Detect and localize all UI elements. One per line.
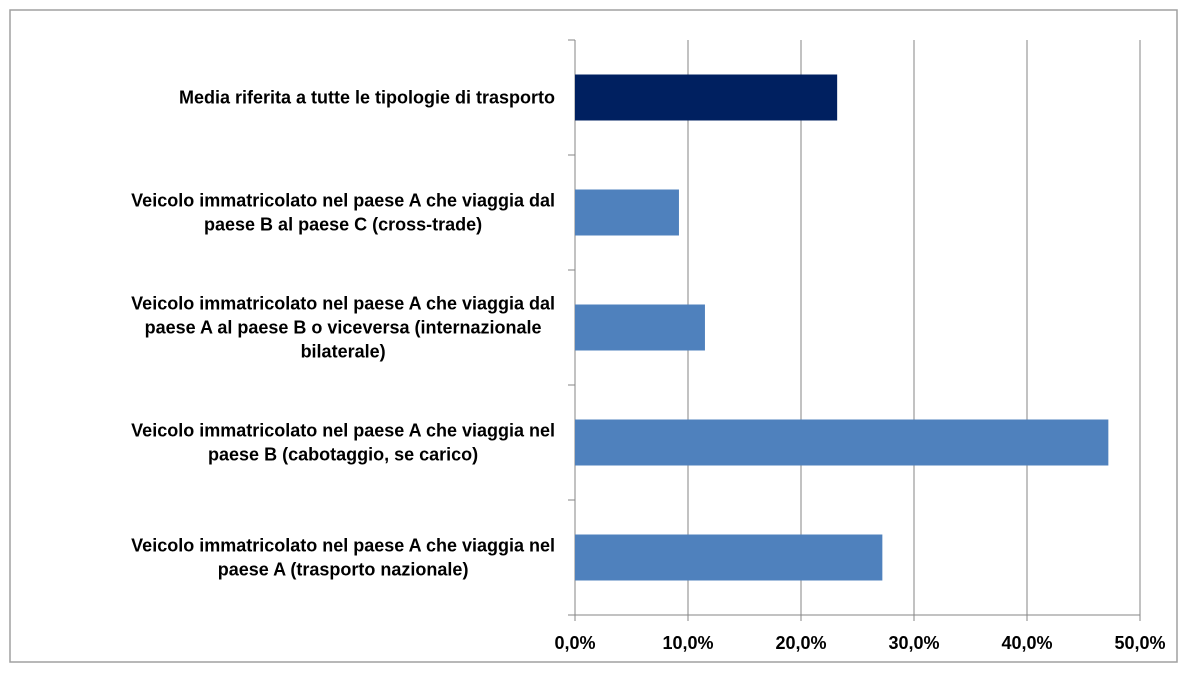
bar: [575, 189, 679, 236]
y-tick-label: Veicolo immatricolato nel paese A che vi…: [131, 294, 555, 362]
bar: [575, 419, 1109, 466]
bar: [575, 74, 838, 121]
x-tick-label: 30,0%: [888, 633, 939, 653]
y-tick-label: Media riferita a tutte le tipologie di t…: [179, 88, 555, 108]
bar: [575, 534, 883, 581]
x-tick-label: 40,0%: [1001, 633, 1052, 653]
x-tick-label: 10,0%: [662, 633, 713, 653]
bar: [575, 304, 705, 351]
x-tick-label: 0,0%: [554, 633, 595, 653]
y-tick-label: Veicolo immatricolato nel paese A che vi…: [131, 191, 555, 235]
y-tick-label: Veicolo immatricolato nel paese A che vi…: [131, 421, 555, 465]
y-tick-label: Veicolo immatricolato nel paese A che vi…: [131, 536, 555, 580]
x-tick-label: 50,0%: [1114, 633, 1165, 653]
x-tick-label: 20,0%: [775, 633, 826, 653]
